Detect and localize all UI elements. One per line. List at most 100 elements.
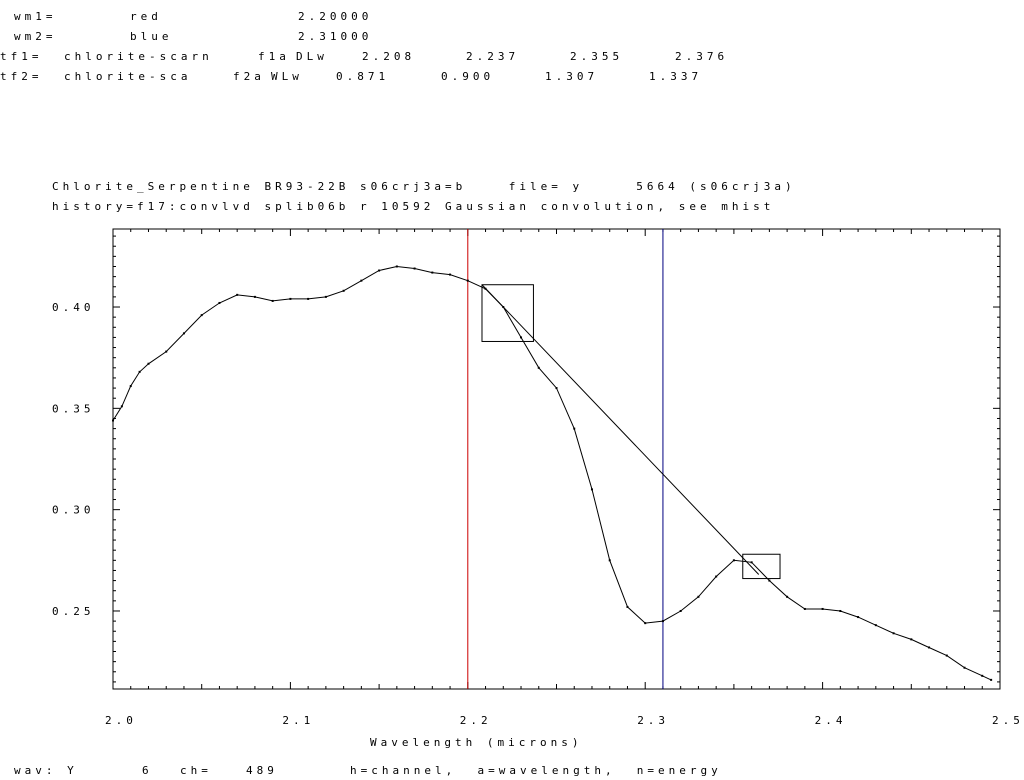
feature-boxes bbox=[481, 284, 781, 580]
status-hint: h=channel, a=wavelength, n=energy bbox=[350, 764, 722, 777]
data-point bbox=[484, 287, 487, 290]
plot-title-line1: Chlorite_Serpentine BR93-22B s06crj3a=b … bbox=[52, 180, 796, 193]
x-tick-label: 2.5 bbox=[992, 714, 1024, 727]
data-point bbox=[502, 306, 505, 309]
spectrum-points bbox=[112, 265, 993, 681]
y-tick-label: 0.40 bbox=[52, 301, 95, 314]
data-point bbox=[253, 295, 256, 298]
data-point bbox=[200, 314, 203, 317]
wavelength-markers bbox=[467, 229, 664, 689]
data-point bbox=[324, 295, 327, 298]
data-point bbox=[307, 297, 310, 300]
spectrum-chart[interactable]: 2.0 2.1 2.2 2.3 2.4 2.5 0.25 0.30 0.35 0.40 Wave… bbox=[0, 0, 1024, 760]
data-point bbox=[892, 632, 895, 635]
data-point bbox=[360, 279, 363, 282]
data-point bbox=[289, 297, 292, 300]
plot-frame bbox=[112, 228, 1001, 690]
tf2-type: WLw bbox=[271, 70, 303, 83]
data-point bbox=[378, 269, 381, 272]
data-point bbox=[218, 301, 221, 304]
data-point bbox=[271, 299, 274, 302]
data-point bbox=[750, 561, 753, 564]
tf2-name: chlorite-sca bbox=[64, 70, 192, 83]
axis-ticks bbox=[112, 229, 1001, 689]
tf1-feature: f1a bbox=[258, 50, 290, 63]
continuum-line bbox=[481, 284, 760, 575]
status-wav-num: 6 bbox=[142, 764, 153, 777]
x-tick-label: 2.1 bbox=[282, 714, 314, 727]
data-point bbox=[715, 575, 718, 578]
data-point bbox=[857, 616, 860, 619]
data-point bbox=[697, 595, 700, 598]
data-point bbox=[874, 624, 877, 627]
wm2-label: wm2= bbox=[14, 30, 57, 43]
data-point bbox=[981, 674, 984, 677]
data-point bbox=[413, 267, 416, 270]
data-point bbox=[129, 385, 132, 388]
y-tick-labels: 0.25 0.30 0.35 0.40 bbox=[52, 301, 95, 618]
data-point bbox=[573, 427, 576, 430]
data-point bbox=[839, 609, 842, 612]
wm1-label: wm1= bbox=[14, 10, 57, 23]
data-point bbox=[768, 579, 771, 582]
tf1-v1: 2.208 bbox=[362, 50, 416, 63]
data-point bbox=[910, 638, 913, 641]
data-point bbox=[679, 609, 682, 612]
data-point bbox=[466, 279, 469, 282]
data-point bbox=[990, 678, 993, 681]
plot-title-line2: history=f17:convlvd splib06b r 10592 Gau… bbox=[52, 200, 775, 213]
data-point bbox=[644, 622, 647, 625]
data-point bbox=[928, 646, 931, 649]
y-tick-label: 0.35 bbox=[52, 402, 95, 415]
data-point bbox=[112, 419, 114, 422]
y-tick-label: 0.30 bbox=[52, 504, 95, 517]
data-point bbox=[431, 271, 434, 274]
data-point bbox=[555, 387, 558, 390]
wm1-value: 2.20000 bbox=[298, 10, 373, 23]
feature-box-1 bbox=[481, 284, 534, 342]
tf1-v3: 2.355 bbox=[570, 50, 624, 63]
tf2-v2: 0.900 bbox=[441, 70, 495, 83]
spectrum-line bbox=[112, 265, 992, 681]
data-point bbox=[945, 654, 948, 657]
x-tick-label: 2.4 bbox=[815, 714, 847, 727]
data-point bbox=[661, 620, 664, 623]
status-ch-num: 489 bbox=[246, 764, 278, 777]
data-point bbox=[786, 595, 789, 598]
wm1-color-name: red bbox=[130, 10, 162, 23]
tf1-v2: 2.237 bbox=[466, 50, 520, 63]
tf2-feature: f2a bbox=[233, 70, 265, 83]
tf2-v3: 1.307 bbox=[545, 70, 599, 83]
tf2-v4: 1.337 bbox=[649, 70, 703, 83]
wm2-value: 2.31000 bbox=[298, 30, 373, 43]
x-axis-label: Wavelength (microns) bbox=[370, 736, 582, 749]
tf2-v1: 0.871 bbox=[336, 70, 390, 83]
continuum-segment bbox=[481, 284, 760, 575]
data-point bbox=[803, 607, 806, 610]
wm2-color-name: blue bbox=[130, 30, 173, 43]
tf1-v4: 2.376 bbox=[675, 50, 729, 63]
data-point bbox=[182, 332, 185, 335]
data-point bbox=[537, 366, 540, 369]
x-tick-label: 2.2 bbox=[460, 714, 492, 727]
data-point bbox=[395, 265, 398, 268]
data-point bbox=[732, 559, 735, 562]
data-point bbox=[963, 666, 966, 669]
tf2-label: tf2= bbox=[0, 70, 43, 83]
status-ch: ch= bbox=[180, 764, 212, 777]
data-point bbox=[626, 605, 629, 608]
tf1-type: DLw bbox=[296, 50, 328, 63]
data-point bbox=[165, 350, 168, 353]
data-point bbox=[147, 362, 150, 365]
feature-box-2 bbox=[742, 553, 781, 580]
data-point bbox=[138, 370, 141, 373]
data-point bbox=[520, 336, 523, 339]
data-point bbox=[821, 607, 824, 610]
data-point bbox=[120, 405, 123, 408]
tf1-label: tf1= bbox=[0, 50, 43, 63]
x-tick-labels: 2.0 2.1 2.2 2.3 2.4 2.5 bbox=[105, 714, 1024, 727]
data-point bbox=[608, 559, 611, 562]
data-point bbox=[236, 293, 239, 296]
data-point bbox=[449, 273, 452, 276]
x-tick-label: 2.3 bbox=[637, 714, 669, 727]
